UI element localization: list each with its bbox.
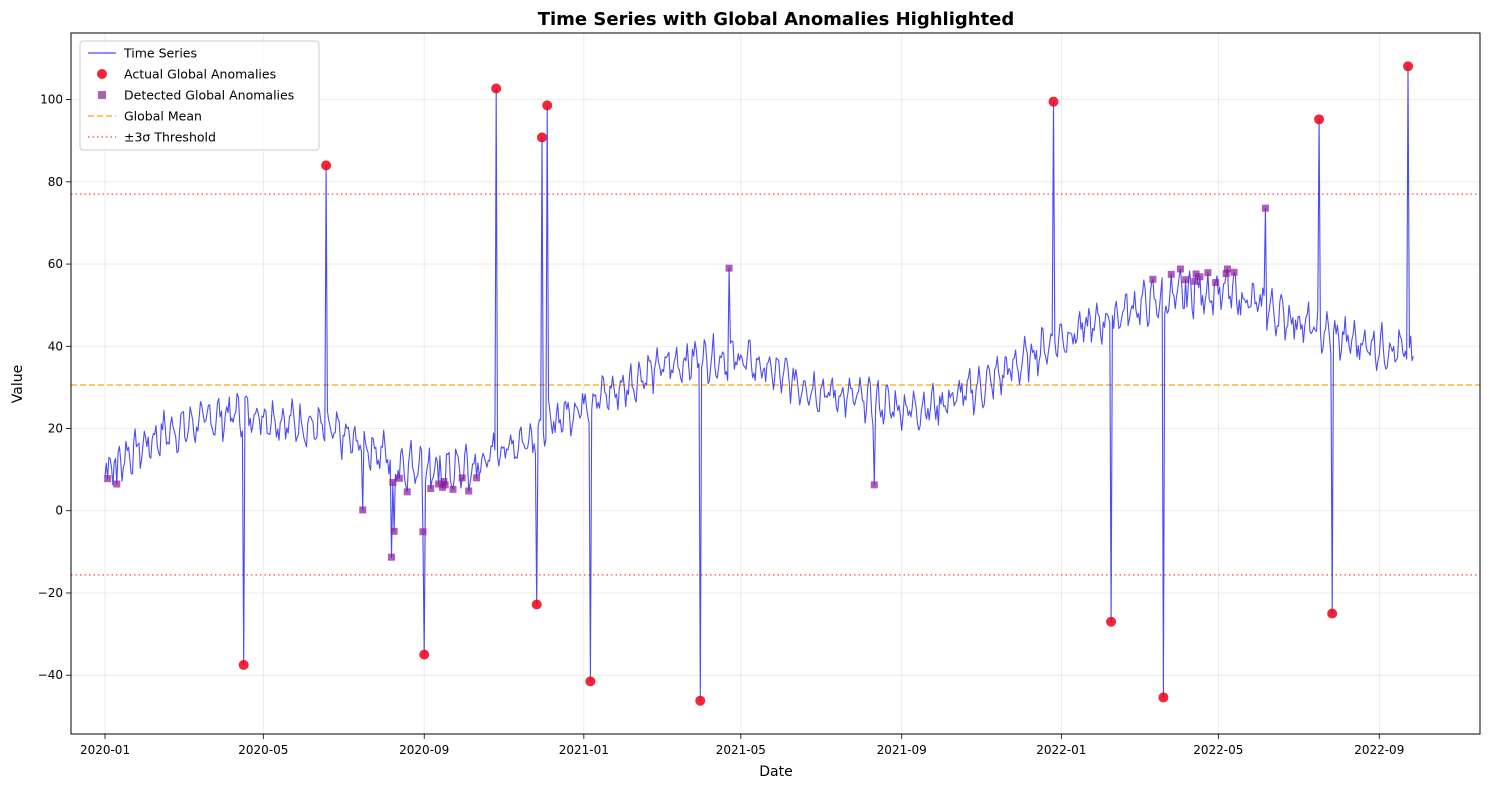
detected-anomaly-point bbox=[395, 474, 403, 482]
legend-label: Global Mean bbox=[124, 109, 202, 124]
detected-anomaly-point bbox=[870, 481, 878, 489]
actual-anomaly-point bbox=[695, 695, 706, 706]
legend: Time Series Actual Global Anomalies Detect… bbox=[79, 40, 320, 151]
x-tick-label: 2021-09 bbox=[877, 743, 927, 757]
x-tick-label: 2020-09 bbox=[399, 743, 449, 757]
detected-anomaly-point bbox=[449, 485, 457, 493]
actual-anomaly-point bbox=[238, 659, 249, 670]
detected-anomaly-point bbox=[419, 528, 427, 536]
y-tick-label: 60 bbox=[48, 257, 63, 271]
detected-anomaly-point bbox=[1224, 265, 1232, 273]
y-tick-label: 80 bbox=[48, 175, 63, 189]
detected-anomaly-point bbox=[1182, 276, 1190, 284]
detected-anomaly-point bbox=[473, 474, 481, 482]
y-tick-label: 20 bbox=[48, 422, 63, 436]
y-tick-label: −40 bbox=[38, 668, 63, 682]
legend-swatch-actual bbox=[97, 69, 107, 79]
actual-anomaly-point bbox=[1314, 114, 1325, 125]
detected-anomaly-point bbox=[1222, 270, 1230, 278]
actual-anomaly-point bbox=[1403, 61, 1414, 72]
x-tick-label: 2021-01 bbox=[559, 743, 609, 757]
actual-anomaly-point bbox=[321, 160, 332, 171]
y-tick-label: 0 bbox=[55, 504, 63, 518]
detected-anomaly-point bbox=[458, 474, 466, 482]
x-tick-label: 2020-05 bbox=[238, 743, 288, 757]
detected-anomaly-point bbox=[1196, 273, 1204, 281]
detected-anomaly-point bbox=[113, 480, 121, 488]
detected-anomaly-point bbox=[1176, 265, 1184, 273]
detected-anomaly-point bbox=[1191, 277, 1199, 285]
actual-anomaly-point bbox=[1158, 692, 1169, 703]
actual-anomaly-point bbox=[491, 83, 502, 94]
actual-anomaly-point bbox=[585, 676, 596, 687]
x-axis-ticks: 2020-01 2020-05 2020-09 2021-01 2021-05 2021-… bbox=[80, 734, 1404, 757]
detected-anomaly-point bbox=[403, 488, 411, 496]
legend-label: Time Series bbox=[123, 46, 197, 61]
detected-anomaly-point bbox=[725, 264, 733, 272]
y-axis-label: Value bbox=[10, 365, 26, 403]
chart-title: Time Series with Global Anomalies Highli… bbox=[538, 9, 1015, 30]
actual-anomaly-point bbox=[1048, 96, 1059, 107]
legend-box bbox=[79, 40, 320, 151]
detected-anomaly-point bbox=[388, 553, 396, 561]
x-tick-label: 2021-05 bbox=[716, 743, 766, 757]
plot-frame bbox=[70, 32, 1481, 735]
x-axis-label: Date bbox=[759, 764, 792, 780]
detected-anomaly-point bbox=[465, 487, 473, 495]
legend-label: Actual Global Anomalies bbox=[124, 67, 276, 82]
detected-anomaly-point bbox=[389, 478, 397, 486]
y-axis-ticks: −40 −20 0 20 40 60 80 100 bbox=[38, 93, 71, 682]
detected-anomaly-point bbox=[427, 485, 435, 493]
detected-anomaly-point bbox=[1192, 270, 1200, 278]
detected-anomaly-point bbox=[435, 480, 443, 488]
detected-anomaly-point bbox=[1149, 275, 1157, 283]
legend-swatch-detected bbox=[98, 91, 106, 99]
time-series-line bbox=[104, 65, 1414, 702]
legend-label: Detected Global Anomalies bbox=[124, 88, 294, 103]
actual-anomaly-point bbox=[1106, 616, 1117, 627]
actual-anomaly-point bbox=[542, 100, 553, 111]
detected-anomaly-point bbox=[359, 506, 367, 514]
detected-anomaly-point bbox=[390, 527, 398, 535]
x-tick-label: 2020-01 bbox=[80, 743, 130, 757]
detected-anomaly-point bbox=[441, 481, 449, 489]
detected-anomaly-point bbox=[104, 475, 112, 483]
y-tick-label: −20 bbox=[38, 586, 63, 600]
detected-anomaly-point bbox=[1212, 279, 1220, 287]
detected-anomaly-point bbox=[1230, 268, 1238, 276]
y-tick-label: 100 bbox=[40, 93, 63, 107]
grid bbox=[71, 33, 1480, 734]
x-tick-label: 2022-09 bbox=[1354, 743, 1404, 757]
actual-anomaly-point bbox=[531, 599, 542, 610]
y-tick-label: 40 bbox=[48, 339, 63, 353]
actual-anomaly-point bbox=[1327, 608, 1338, 619]
detected-anomaly-point bbox=[1204, 269, 1212, 277]
detected-anomaly-point bbox=[1261, 204, 1269, 212]
detected-anomaly-point bbox=[1167, 270, 1175, 278]
actual-anomaly-point bbox=[419, 649, 430, 660]
series-group bbox=[104, 65, 1414, 702]
x-tick-label: 2022-01 bbox=[1036, 743, 1086, 757]
markers bbox=[104, 61, 1414, 706]
actual-anomaly-point bbox=[536, 132, 547, 143]
x-tick-label: 2022-05 bbox=[1193, 743, 1243, 757]
reference-lines bbox=[71, 193, 1480, 576]
legend-label: ±3σ Threshold bbox=[124, 130, 216, 145]
